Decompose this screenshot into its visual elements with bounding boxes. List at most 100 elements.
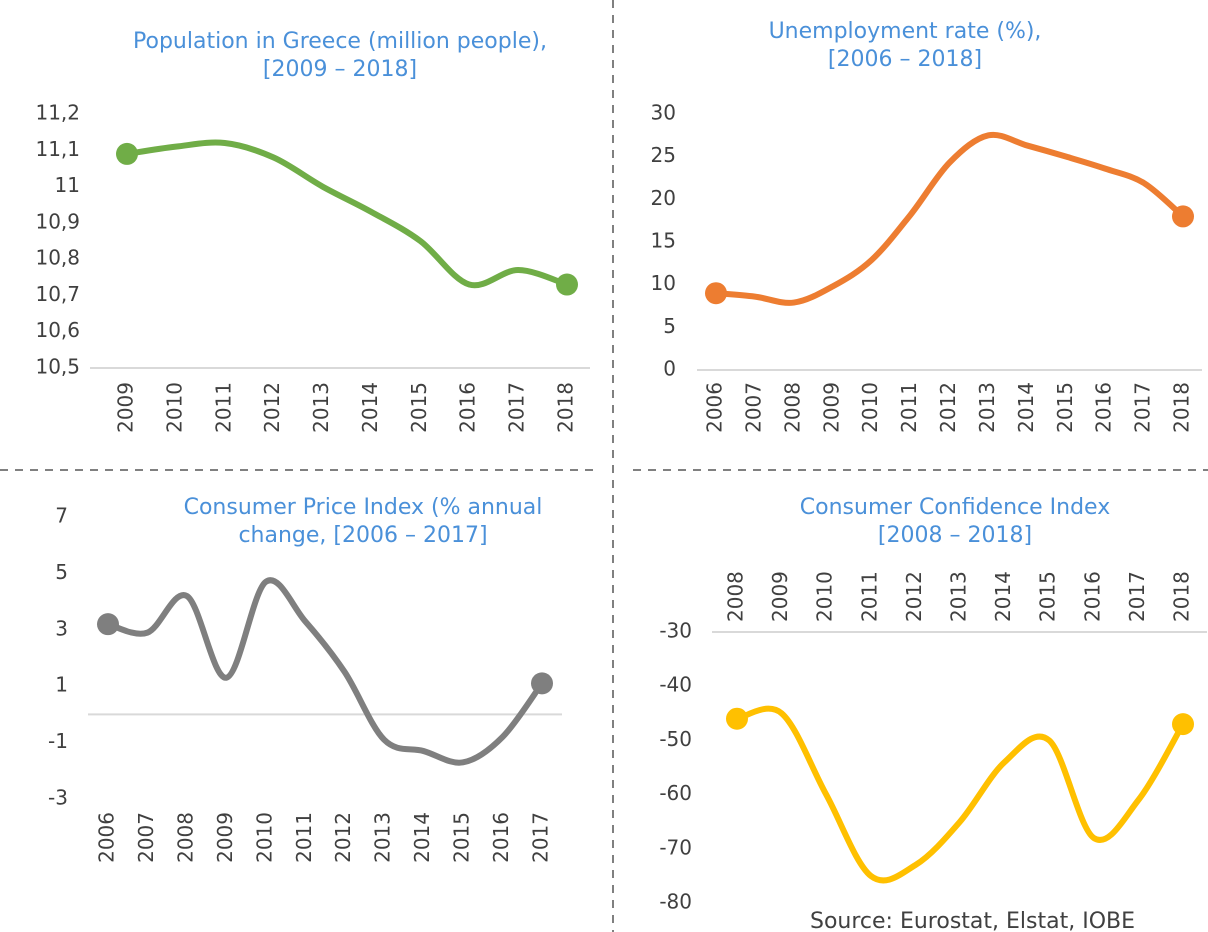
data-line: [105, 577, 545, 766]
x-tick-label: 2006: [703, 382, 727, 433]
y-tick-label: 10,9: [35, 209, 80, 233]
data-line: [734, 705, 1186, 884]
chart-panel: Consumer Confidence Index [2008 – 2018] -8…: [659, 495, 1207, 914]
y-tick-label: 5: [663, 314, 676, 338]
line-marker: [1172, 205, 1194, 228]
x-tick-label: 2009: [114, 382, 138, 433]
x-tick-label: 2017: [1125, 571, 1149, 622]
x-tick-label: 2007: [134, 812, 158, 863]
chart-panel: Unemployment rate (%), [2006 – 2018] 0 5 10 1…: [651, 19, 1202, 433]
chart-panel: Consumer Price Index (% annual change, [2…: [48, 495, 562, 863]
x-tick-label: 2017: [529, 812, 553, 863]
x-tick-label: 2007: [741, 382, 765, 433]
y-tick-label: 11: [55, 173, 80, 197]
chart-title: Unemployment rate (%),: [769, 19, 1042, 44]
x-tick-label: 2009: [768, 571, 792, 622]
y-tick-label: 11,2: [35, 101, 80, 125]
chart-title: [2006 – 2018]: [828, 47, 982, 72]
x-tick-label: 2013: [975, 382, 999, 433]
x-tick-label: 2016: [1080, 571, 1104, 622]
x-tick-label: 2010: [162, 382, 186, 433]
y-tick-label: 7: [55, 504, 68, 528]
source-note: Source: Eurostat, Elstat, IOBE: [810, 909, 1135, 932]
data-line: [124, 139, 570, 289]
x-tick-label: 2008: [724, 571, 748, 622]
chart-title: Consumer Price Index (% annual: [184, 495, 543, 520]
x-tick-label: 2012: [260, 382, 284, 433]
chart-title: Population in Greece (million people),: [133, 29, 547, 54]
y-tick-label: 30: [651, 101, 676, 125]
chart-title: [2009 – 2018]: [263, 57, 417, 82]
y-tick-label: -3: [48, 786, 68, 810]
x-tick-label: 2015: [407, 382, 431, 433]
line-marker: [1172, 713, 1194, 736]
x-tick-label: 2012: [936, 382, 960, 433]
y-tick-label: 10: [651, 271, 676, 295]
y-tick-label: 1: [55, 673, 68, 697]
chart-title: change, [2006 – 2017]: [238, 523, 487, 548]
x-tick-label: 2018: [1170, 382, 1194, 433]
data-line: [713, 131, 1186, 306]
y-tick-label: 3: [55, 616, 68, 640]
x-tick-label: 2011: [897, 382, 921, 433]
x-tick-label: 2012: [902, 571, 926, 622]
x-tick-label: 2015: [1053, 382, 1077, 433]
x-tick-label: 2008: [780, 382, 804, 433]
x-tick-label: 2017: [505, 382, 529, 433]
chart-title: [2008 – 2018]: [878, 523, 1032, 548]
y-tick-label: -40: [659, 673, 692, 697]
y-tick-label: 0: [663, 357, 676, 381]
x-tick-label: 2008: [173, 812, 197, 863]
x-tick-label: 2015: [450, 812, 474, 863]
x-tick-label: 2006: [95, 812, 119, 863]
x-tick-label: 2012: [331, 812, 355, 863]
x-tick-label: 2016: [489, 812, 513, 863]
y-tick-label: -60: [659, 781, 692, 805]
y-tick-label: -70: [659, 835, 692, 859]
y-tick-label: 25: [651, 143, 676, 167]
x-tick-label: 2015: [1036, 571, 1060, 622]
y-tick-label: 10,7: [35, 282, 80, 306]
y-tick-label: 5: [55, 560, 68, 584]
y-tick-label: -30: [659, 619, 692, 643]
x-tick-label: 2017: [1131, 382, 1155, 433]
x-tick-label: 2014: [358, 382, 382, 433]
y-tick-label: 10,8: [35, 246, 80, 270]
y-tick-label: 11,1: [35, 137, 80, 161]
x-tick-label: 2014: [991, 571, 1015, 622]
x-tick-label: 2016: [456, 382, 480, 433]
x-tick-label: 2010: [813, 571, 837, 622]
x-tick-label: 2009: [213, 812, 237, 863]
y-tick-label: 15: [651, 229, 676, 253]
line-marker: [705, 282, 727, 305]
x-tick-label: 2013: [371, 812, 395, 863]
y-tick-label: -1: [48, 729, 68, 753]
y-tick-label: -80: [659, 890, 692, 914]
x-tick-label: 2013: [947, 571, 971, 622]
line-marker: [97, 613, 119, 636]
x-tick-label: 2014: [410, 812, 434, 863]
y-tick-label: -50: [659, 727, 692, 751]
x-tick-label: 2010: [252, 812, 276, 863]
x-tick-label: 2016: [1092, 382, 1116, 433]
x-tick-label: 2011: [857, 571, 881, 622]
x-tick-label: 2011: [292, 812, 316, 863]
x-tick-label: 2010: [858, 382, 882, 433]
x-tick-label: 2014: [1014, 382, 1038, 433]
y-tick-label: 10,6: [35, 318, 80, 342]
y-tick-label: 20: [651, 186, 676, 210]
y-tick-label: 10,5: [35, 355, 80, 379]
chart-title: Consumer Confidence Index: [800, 495, 1110, 520]
line-marker: [556, 273, 578, 296]
x-tick-label: 2018: [554, 382, 578, 433]
line-marker: [531, 672, 553, 695]
x-tick-label: 2018: [1170, 571, 1194, 622]
x-tick-label: 2011: [211, 382, 235, 433]
chart-panel: Population in Greece (million people), [2…: [35, 29, 590, 433]
x-tick-label: 2013: [309, 382, 333, 433]
x-tick-label: 2009: [819, 382, 843, 433]
line-marker: [116, 142, 138, 165]
line-marker: [726, 707, 748, 730]
